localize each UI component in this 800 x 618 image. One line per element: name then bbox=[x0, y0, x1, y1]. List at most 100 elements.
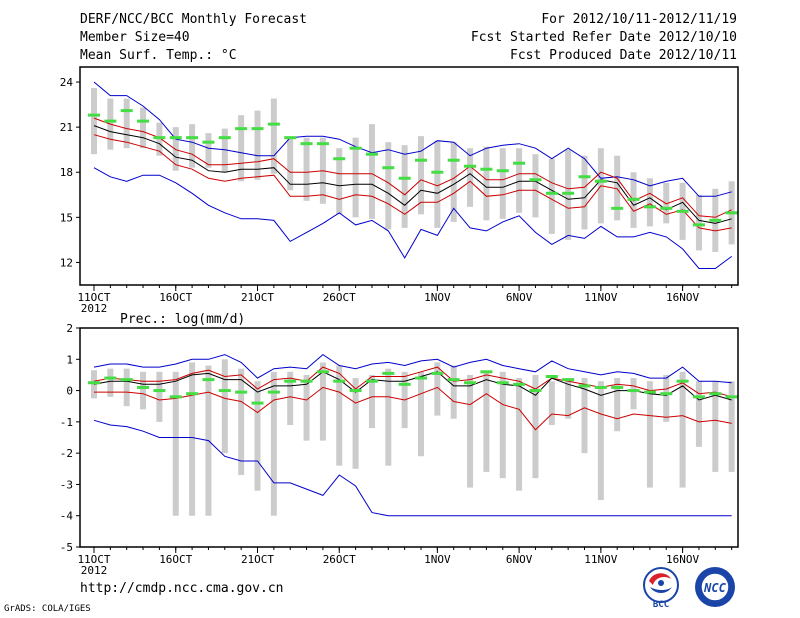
prec-climatology-mark bbox=[725, 395, 738, 399]
temp-climatology-mark bbox=[137, 119, 150, 123]
temp-ytick-label: 12 bbox=[60, 256, 73, 269]
prec-range-box bbox=[565, 378, 572, 419]
temp-climatology-mark bbox=[496, 169, 509, 173]
prec-ytick-label: 0 bbox=[66, 385, 73, 398]
prec-range-box bbox=[319, 362, 326, 441]
temp-range-box bbox=[238, 115, 245, 182]
prec-climatology-mark bbox=[611, 385, 624, 389]
temp-line-upper-spread bbox=[93, 117, 732, 218]
temp-climatology-mark bbox=[676, 209, 689, 213]
temp-range-box bbox=[646, 178, 653, 227]
temp-line-ensemble-max bbox=[93, 81, 732, 197]
temp-climatology-mark bbox=[578, 175, 591, 179]
temp-climatology-mark bbox=[447, 158, 460, 162]
temp-xtick-label: 11OCT bbox=[77, 291, 110, 304]
temp-line-lower-spread bbox=[93, 134, 732, 232]
temp-range-box bbox=[663, 182, 670, 224]
prec-xtick-year: 2012 bbox=[81, 564, 108, 577]
prec-range-box bbox=[368, 374, 375, 429]
prec-xtick-label: 6NOV bbox=[506, 553, 533, 566]
temp-climatology-mark bbox=[725, 211, 738, 215]
prec-climatology-mark bbox=[464, 381, 477, 385]
temp-climatology-mark bbox=[316, 142, 329, 146]
temp-xtick-label: 6NOV bbox=[506, 291, 533, 304]
prec-climatology-mark bbox=[643, 390, 656, 394]
temp-climatology-mark bbox=[218, 136, 231, 140]
temp-climatology-mark bbox=[235, 127, 248, 131]
prec-climatology-mark bbox=[202, 378, 215, 382]
temp-xtick-label: 1NOV bbox=[424, 291, 451, 304]
temp-xtick-label: 11NOV bbox=[584, 291, 617, 304]
temp-xtick-label: 21OCT bbox=[241, 291, 274, 304]
prec-climatology-mark bbox=[415, 376, 427, 380]
prec-climatology-mark bbox=[676, 379, 689, 383]
prec-range-box bbox=[597, 381, 604, 501]
temp-climatology-mark bbox=[562, 191, 575, 195]
temp-climatology-mark bbox=[284, 136, 297, 140]
prec-range-box bbox=[254, 381, 261, 491]
temp-range-box bbox=[303, 137, 310, 201]
temp-climatology-mark bbox=[611, 206, 624, 210]
prec-xtick-label: 11NOV bbox=[584, 553, 617, 566]
prec-climatology-mark bbox=[251, 401, 264, 405]
temp-range-box bbox=[336, 148, 343, 215]
prec-range-box bbox=[172, 371, 179, 516]
grads-credit: GrADS: COLA/IGES bbox=[4, 604, 91, 614]
prec-climatology-mark bbox=[365, 379, 378, 383]
prec-climatology-mark bbox=[382, 371, 395, 375]
temp-range-box bbox=[352, 137, 359, 218]
temp-ytick-label: 18 bbox=[60, 166, 73, 179]
temp-range-box bbox=[270, 98, 277, 174]
temp-range-box bbox=[91, 88, 97, 155]
temp-range-box bbox=[467, 148, 474, 207]
temp-climatology-mark bbox=[169, 136, 182, 140]
temp-climatology-mark bbox=[202, 140, 215, 144]
prec-xtick-label: 1NOV bbox=[424, 553, 451, 566]
temp-range-box bbox=[450, 142, 457, 222]
temp-range-box bbox=[123, 98, 130, 149]
prec-xtick-label: 21OCT bbox=[241, 553, 274, 566]
temp-climatology-mark bbox=[251, 127, 264, 131]
prec-climatology-mark bbox=[333, 379, 346, 383]
prec-climatology-mark bbox=[104, 376, 117, 380]
temp-line-ensemble-mean bbox=[93, 125, 732, 224]
temp-climatology-mark bbox=[365, 152, 378, 156]
prec-range-box bbox=[663, 374, 670, 422]
prec-range-box bbox=[499, 371, 506, 479]
prec-ytick-label: -2 bbox=[60, 447, 73, 460]
temp-climatology-mark bbox=[382, 166, 395, 170]
prec-range-box bbox=[336, 365, 343, 466]
temp-range-box bbox=[565, 149, 572, 240]
prec-range-box bbox=[532, 374, 539, 479]
forecast-period: For 2012/10/11-2012/11/19 bbox=[541, 12, 737, 27]
prec-ytick-label: -4 bbox=[60, 510, 74, 523]
ncc-logo-text: NCC bbox=[703, 581, 726, 595]
prec-xtick-label: 16NOV bbox=[666, 553, 699, 566]
temp-climatology-mark bbox=[300, 142, 313, 146]
temp-range-box bbox=[385, 142, 392, 230]
prec-range-box bbox=[712, 381, 719, 472]
prec-climatology-mark bbox=[692, 395, 705, 399]
prec-line-ensemble-min bbox=[93, 419, 732, 517]
temp-climatology-mark bbox=[709, 218, 722, 222]
prec-range-box bbox=[614, 378, 621, 432]
temp-climatology-mark bbox=[186, 136, 199, 140]
temp-climatology-mark bbox=[513, 161, 526, 165]
prec-climatology-mark bbox=[545, 374, 558, 378]
temp-climatology-mark bbox=[120, 109, 133, 113]
temp-climatology-mark bbox=[398, 176, 411, 180]
prec-range-box bbox=[107, 368, 114, 397]
temp-climatology-mark bbox=[660, 206, 673, 210]
source-url[interactable]: http://cmdp.ncc.cma.gov.cn bbox=[80, 581, 284, 596]
prec-xtick-label: 26OCT bbox=[323, 553, 356, 566]
temp-climatology-mark bbox=[88, 113, 100, 117]
prec-climatology-mark bbox=[284, 379, 297, 383]
prec-climatology-mark bbox=[349, 389, 362, 393]
temp-ytick-label: 21 bbox=[60, 121, 73, 134]
prec-climatology-mark bbox=[496, 381, 509, 385]
prec-range-box bbox=[548, 381, 555, 425]
temp-range-box bbox=[221, 128, 228, 173]
prec-range-box bbox=[91, 370, 97, 399]
